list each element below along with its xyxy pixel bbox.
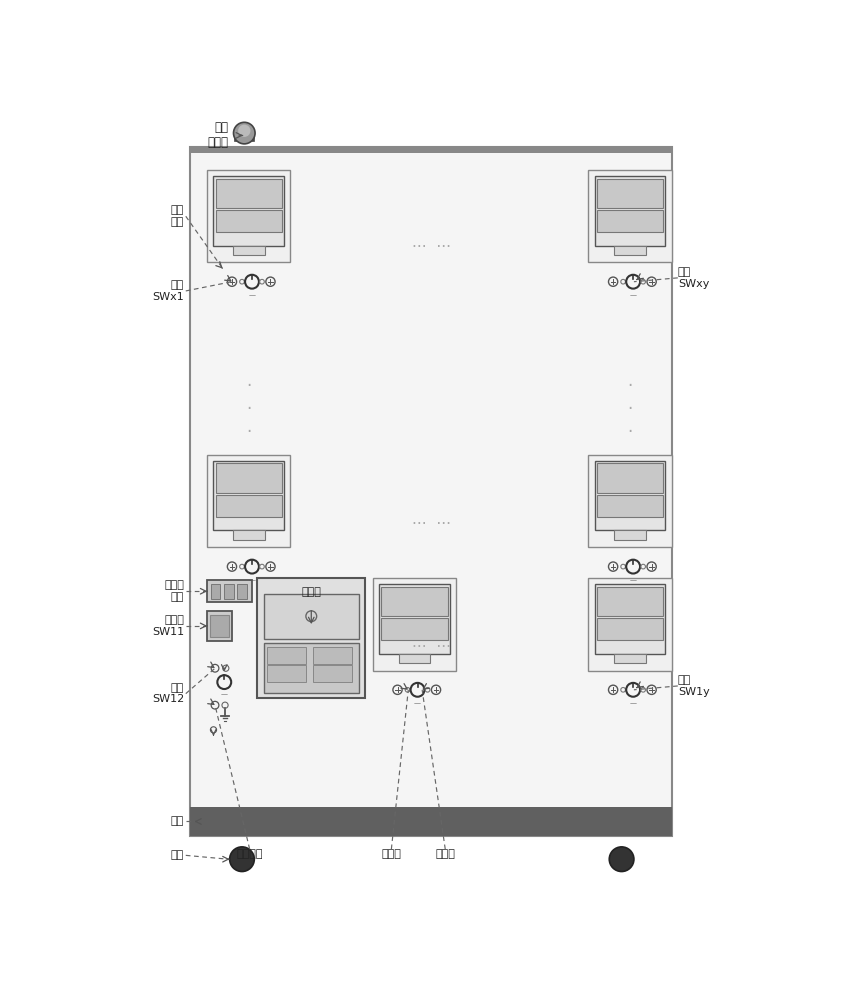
Text: ·: ·	[627, 423, 632, 441]
Bar	[190, 807, 672, 836]
Text: ·: ·	[627, 400, 632, 418]
Bar	[595, 176, 665, 246]
Circle shape	[238, 125, 251, 137]
Text: 地接线柱: 地接线柱	[236, 849, 263, 859]
Bar	[597, 210, 664, 232]
Bar	[597, 618, 664, 640]
Bar	[597, 463, 664, 493]
Bar	[235, 133, 253, 141]
Bar	[216, 179, 282, 208]
Bar	[373, 578, 456, 671]
Bar	[208, 455, 290, 547]
Bar	[313, 665, 352, 682]
Text: 开关
SWx1: 开关 SWx1	[152, 280, 184, 302]
Text: ·: ·	[246, 377, 251, 395]
Text: 轮子: 轮子	[171, 850, 184, 860]
Bar	[257, 578, 365, 698]
Bar	[267, 647, 306, 664]
Text: 接线
端口: 接线 端口	[171, 205, 184, 227]
Text: —: —	[414, 701, 421, 707]
Bar	[210, 615, 229, 637]
Text: ·: ·	[246, 400, 251, 418]
Bar	[237, 584, 246, 599]
Circle shape	[230, 847, 254, 872]
Text: —: —	[221, 691, 228, 697]
Text: 开关
SW12: 开关 SW12	[152, 683, 184, 704]
Bar	[589, 455, 672, 547]
Bar	[214, 176, 284, 246]
Bar	[216, 463, 282, 493]
Bar	[614, 530, 646, 540]
Bar	[614, 246, 646, 255]
Bar	[211, 584, 220, 599]
Bar	[233, 530, 265, 540]
Text: ···  ···: ··· ···	[411, 640, 451, 655]
Bar	[379, 584, 450, 654]
Text: 开关
SW1y: 开关 SW1y	[678, 675, 710, 697]
Bar	[190, 147, 672, 836]
Bar	[597, 587, 664, 616]
Bar	[225, 584, 234, 599]
Bar	[190, 147, 672, 153]
Text: 穿线孔: 穿线孔	[436, 849, 455, 859]
Bar	[589, 578, 672, 671]
Text: 插线端: 插线端	[382, 849, 401, 859]
Text: —: —	[248, 577, 256, 583]
Bar	[208, 611, 232, 641]
Bar	[208, 580, 252, 602]
Text: —: —	[248, 292, 256, 298]
Text: ···  ···: ··· ···	[411, 240, 451, 255]
Text: 开关
SWxy: 开关 SWxy	[678, 267, 709, 289]
Bar	[216, 495, 282, 517]
Bar	[214, 461, 284, 530]
Bar	[595, 461, 665, 530]
Text: 总入线
插排: 总入线 插排	[164, 580, 184, 602]
Bar	[597, 179, 664, 208]
Bar	[399, 654, 431, 663]
Bar	[381, 618, 447, 640]
Text: 总开关
SW11: 总开关 SW11	[152, 615, 184, 637]
Text: ·: ·	[246, 423, 251, 441]
Bar	[589, 170, 672, 262]
Bar	[381, 587, 447, 616]
Text: 集中器: 集中器	[301, 587, 321, 597]
Bar	[267, 665, 306, 682]
Bar	[595, 584, 665, 654]
Text: —: —	[630, 577, 637, 583]
Bar	[263, 594, 359, 639]
Bar	[208, 170, 290, 262]
Bar	[597, 495, 664, 517]
Bar	[233, 246, 265, 255]
Bar	[313, 647, 352, 664]
Bar	[614, 654, 646, 663]
Text: —: —	[630, 292, 637, 298]
Text: —: —	[630, 701, 637, 707]
Bar	[216, 210, 282, 232]
Text: 实验
指示灯: 实验 指示灯	[208, 121, 229, 149]
Bar	[263, 643, 359, 693]
Circle shape	[609, 847, 634, 872]
Text: ·: ·	[627, 377, 632, 395]
Circle shape	[234, 122, 255, 144]
Text: ···  ···: ··· ···	[411, 517, 451, 532]
Text: 托底: 托底	[171, 816, 184, 826]
